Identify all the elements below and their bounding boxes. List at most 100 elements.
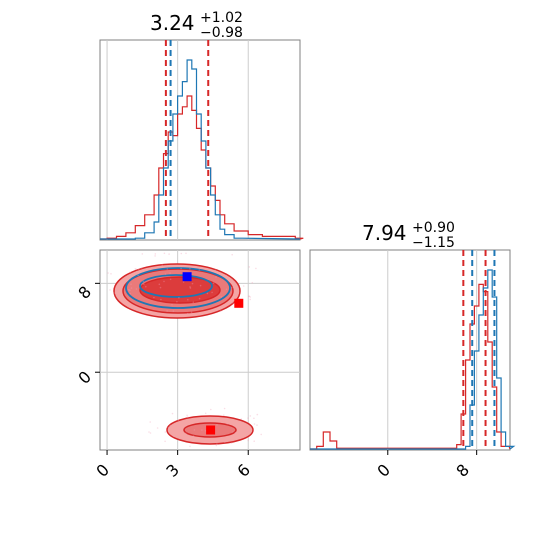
- scatter-point: [145, 285, 147, 288]
- scatter-point: [180, 252, 183, 255]
- scatter-point: [137, 268, 140, 271]
- scatter-point: [211, 291, 213, 294]
- histogram-param-1-blue: [100, 59, 301, 240]
- scatter-point: [130, 283, 132, 286]
- scatter-point: [127, 288, 130, 291]
- histogram-param-1-red: [100, 95, 304, 240]
- title-param-2: 7.94 +0.90 −1.15: [362, 220, 455, 251]
- scatter-point: [223, 414, 225, 417]
- scatter-point: [141, 253, 144, 255]
- scatter-point: [135, 288, 138, 290]
- scatter-point: [214, 269, 217, 272]
- scatter-point: [160, 298, 162, 301]
- scatter-point: [172, 310, 175, 312]
- scatter-point: [186, 312, 189, 315]
- scatter-point: [216, 424, 218, 426]
- scatter-point: [169, 278, 172, 281]
- scatter-point: [193, 429, 196, 431]
- title-param-2-upper: +0.90: [412, 220, 455, 236]
- panel-hist-param-2: [309, 249, 511, 451]
- scatter-point: [161, 264, 163, 266]
- scatter-point: [253, 423, 256, 425]
- scatter-point: [168, 253, 170, 255]
- scatter-point: [169, 272, 171, 274]
- scatter-point: [256, 413, 259, 416]
- scatter-point: [189, 287, 192, 289]
- quantile-lines-param-2: [462, 250, 496, 450]
- scatter-point: [115, 289, 118, 291]
- scatter-point: [216, 443, 218, 445]
- scatter-point: [190, 311, 193, 314]
- scatter-point: [198, 297, 201, 300]
- scatter-point: [137, 274, 139, 277]
- contour-blue-outer: [125, 267, 231, 309]
- tick-label-y1-8: 8: [74, 282, 95, 303]
- scatter-point: [113, 292, 115, 294]
- scatter-point: [204, 412, 207, 415]
- grid-hist-param-1: [106, 40, 249, 240]
- scatter-point: [248, 295, 250, 298]
- grid-hist-param-2: [387, 250, 478, 450]
- scatter-point: [142, 280, 145, 283]
- scatter-point: [129, 289, 131, 292]
- scatter-point: [167, 426, 170, 429]
- scatter-point: [164, 440, 166, 443]
- panel-hist-param-1: [99, 39, 301, 241]
- scatter-point: [219, 310, 222, 313]
- scatter-point: [260, 433, 263, 436]
- scatter-point: [158, 283, 161, 286]
- scatter-point: [164, 431, 167, 433]
- scatter-point: [199, 284, 202, 287]
- scatter-point: [143, 283, 145, 286]
- scatter-point: [242, 285, 245, 287]
- scatter-point: [185, 252, 187, 255]
- scatter-point: [187, 438, 189, 440]
- marker-red-square-1: [234, 298, 244, 308]
- scatter-point: [148, 431, 150, 433]
- scatter-point: [189, 268, 191, 270]
- title-param-1-median: 3.24: [150, 11, 195, 35]
- density-2d: [107, 252, 263, 448]
- panel-2d-param-1-vs-2: [99, 249, 301, 451]
- scatter-point: [234, 431, 237, 434]
- title-param-2-lower: −1.15: [412, 235, 455, 251]
- scatter-point: [220, 296, 223, 298]
- scatter-point: [248, 295, 250, 298]
- scatter-point: [110, 273, 112, 275]
- scatter-point: [249, 415, 252, 417]
- scatter-point: [196, 420, 198, 422]
- scatter-point: [229, 281, 232, 283]
- title-param-1-upper: +1.02: [200, 10, 243, 26]
- scatter-point: [221, 305, 224, 307]
- scatter-point: [177, 419, 180, 422]
- scatter-point: [191, 282, 194, 285]
- scatter-point: [230, 442, 233, 444]
- scatter-point: [176, 300, 178, 303]
- tick-label-x0-0: 0: [92, 460, 113, 481]
- scatter-point: [186, 414, 188, 417]
- scatter-point: [163, 252, 166, 255]
- scatter-point: [189, 286, 191, 288]
- title-param-1: 3.24 +1.02 −0.98: [150, 10, 243, 41]
- scatter-point: [251, 281, 254, 284]
- scatter-point: [178, 428, 180, 430]
- scatter-point: [231, 253, 233, 256]
- scatter-point: [173, 313, 175, 316]
- scatter-point: [192, 435, 195, 437]
- scatter-point: [240, 418, 243, 420]
- scatter-point: [246, 431, 248, 433]
- scatter-point: [149, 432, 152, 434]
- tick-label-x0-3: 3: [162, 460, 183, 481]
- scatter-point: [182, 281, 185, 283]
- scatter-point: [192, 301, 195, 304]
- scatter-point: [166, 268, 169, 270]
- scatter-point: [210, 408, 212, 411]
- scatter-point: [189, 445, 191, 448]
- histogram-param-2-blue: [310, 269, 516, 450]
- contour-blue-inner: [139, 274, 213, 298]
- tick-label-y1-0: 0: [74, 367, 95, 388]
- scatter-point: [171, 304, 173, 306]
- scatter-point: [154, 255, 156, 257]
- scatter-point: [185, 432, 187, 435]
